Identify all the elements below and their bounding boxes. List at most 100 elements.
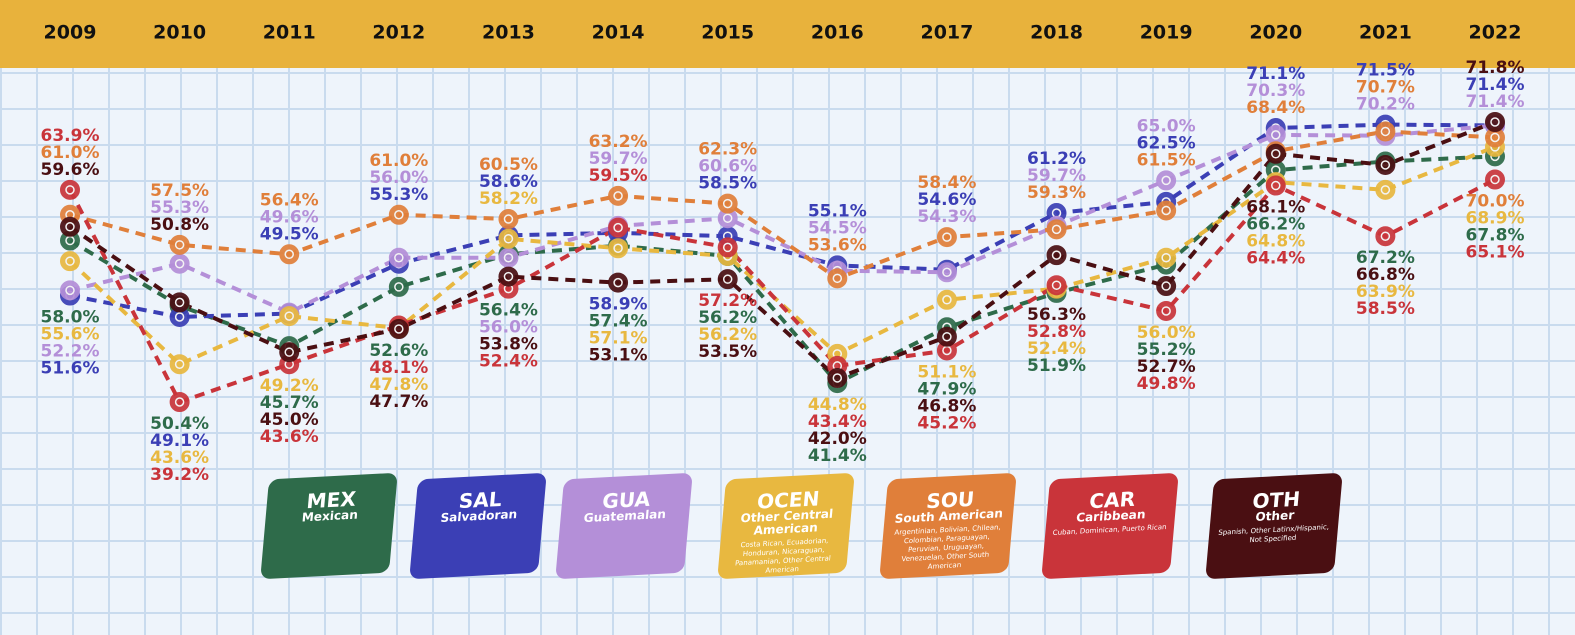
- point-inner: [174, 397, 185, 407]
- series-line: [69, 123, 1496, 315]
- data-label: 58.5%: [698, 174, 757, 194]
- year-label: 2010: [153, 22, 206, 44]
- point-marker: [1265, 175, 1286, 196]
- data-label: 65.0%: [1137, 116, 1196, 136]
- legend-description: Costa Rican, Ecuadorian, Honduran, Nicar…: [734, 536, 832, 575]
- point-marker: [717, 269, 738, 290]
- legend-item: OTH Other Spanish, Other Latinx/Hispanic, …: [1205, 472, 1343, 580]
- point-inner: [394, 252, 404, 263]
- point: [1046, 219, 1067, 240]
- legend-item: OCEN Other Central American Costa Rican, E…: [717, 472, 855, 580]
- data-label: 53.5%: [698, 342, 757, 362]
- point-marker: [60, 280, 80, 301]
- point-inner: [503, 252, 514, 263]
- data-label: 70.7%: [1356, 78, 1415, 98]
- point: [1485, 127, 1505, 148]
- point-inner: [174, 258, 185, 269]
- point: [1046, 275, 1067, 296]
- data-label: 57.5%: [150, 181, 209, 201]
- point-marker: [279, 244, 300, 265]
- point: [1265, 143, 1286, 164]
- point: [1156, 300, 1177, 321]
- data-label: 62.3%: [698, 140, 757, 160]
- point-marker: [1375, 121, 1396, 142]
- point-marker: [936, 326, 957, 347]
- point-marker: [279, 306, 300, 327]
- data-label: 64.4%: [1246, 249, 1305, 269]
- point: [169, 253, 190, 274]
- point-inner: [65, 222, 75, 232]
- point: [1265, 175, 1286, 196]
- point-inner: [65, 256, 75, 266]
- point-marker: [498, 247, 519, 268]
- point-marker: [388, 318, 409, 339]
- data-label: 59.7%: [589, 149, 648, 169]
- point-inner: [1271, 180, 1281, 191]
- data-label: 52.4%: [479, 352, 538, 372]
- point-inner: [942, 232, 952, 242]
- data-label: 54.3%: [917, 207, 976, 227]
- point-inner: [1161, 306, 1171, 316]
- point-inner: [394, 282, 404, 292]
- point-marker: [936, 289, 957, 310]
- data-label: 49.8%: [1137, 374, 1196, 394]
- legend-description: Argentinian, Bolivian, Chilean, Colombia…: [894, 523, 1002, 571]
- point-marker: [388, 204, 409, 225]
- data-label: 52.2%: [41, 341, 100, 361]
- point: [717, 269, 738, 290]
- point-inner: [613, 222, 623, 233]
- data-label: 56.0%: [369, 168, 428, 188]
- data-label: 58.2%: [479, 189, 538, 209]
- point: [279, 306, 300, 327]
- data-label: 59.5%: [589, 166, 648, 186]
- year-label: 2011: [263, 22, 316, 44]
- point: [498, 266, 519, 287]
- data-label: 53.6%: [808, 235, 867, 255]
- point-inner: [942, 331, 952, 342]
- point-marker: [1375, 179, 1396, 200]
- point-inner: [1161, 281, 1171, 291]
- data-label: 58.0%: [41, 307, 100, 327]
- point: [827, 268, 848, 289]
- point-inner: [1490, 132, 1500, 143]
- point-inner: [394, 324, 404, 334]
- point-marker: [1265, 124, 1286, 145]
- series-line: [68, 120, 1496, 381]
- year-label: 2017: [920, 22, 973, 44]
- point-inner: [1380, 160, 1391, 170]
- point-marker: [169, 392, 190, 412]
- point-marker: [169, 354, 190, 375]
- data-label: 45.7%: [260, 393, 319, 413]
- data-label: 60.5%: [479, 155, 538, 175]
- point-marker: [498, 209, 519, 230]
- data-label: 49.5%: [260, 224, 319, 244]
- point-inner: [1051, 250, 1062, 260]
- point-marker: [1156, 300, 1177, 321]
- point-inner: [394, 210, 404, 220]
- point-marker: [169, 253, 190, 274]
- data-label: 52.4%: [1027, 339, 1086, 359]
- data-label: 57.2%: [698, 291, 757, 311]
- point: [1375, 154, 1396, 175]
- point-marker: [1156, 247, 1177, 268]
- point-marker: [169, 292, 190, 313]
- point: [60, 251, 80, 272]
- legend-item: GUA Guatemalan: [555, 472, 693, 580]
- data-label: 50.4%: [150, 414, 209, 434]
- point-inner: [1161, 175, 1171, 186]
- point: [169, 354, 190, 375]
- data-label: 51.1%: [917, 362, 976, 382]
- data-label: 60.6%: [698, 157, 757, 177]
- data-label: 53.1%: [589, 346, 648, 366]
- point-inner: [65, 185, 75, 195]
- point-marker: [1046, 275, 1067, 296]
- data-label: 56.0%: [1137, 323, 1196, 343]
- data-label: 47.8%: [369, 375, 428, 395]
- point-inner: [503, 214, 514, 224]
- data-label: 63.9%: [1356, 282, 1415, 302]
- data-label: 66.8%: [1356, 265, 1415, 285]
- point: [169, 234, 190, 255]
- series-line: [68, 145, 1496, 367]
- year-label: 2020: [1249, 22, 1302, 44]
- data-label: 71.1%: [1246, 64, 1305, 84]
